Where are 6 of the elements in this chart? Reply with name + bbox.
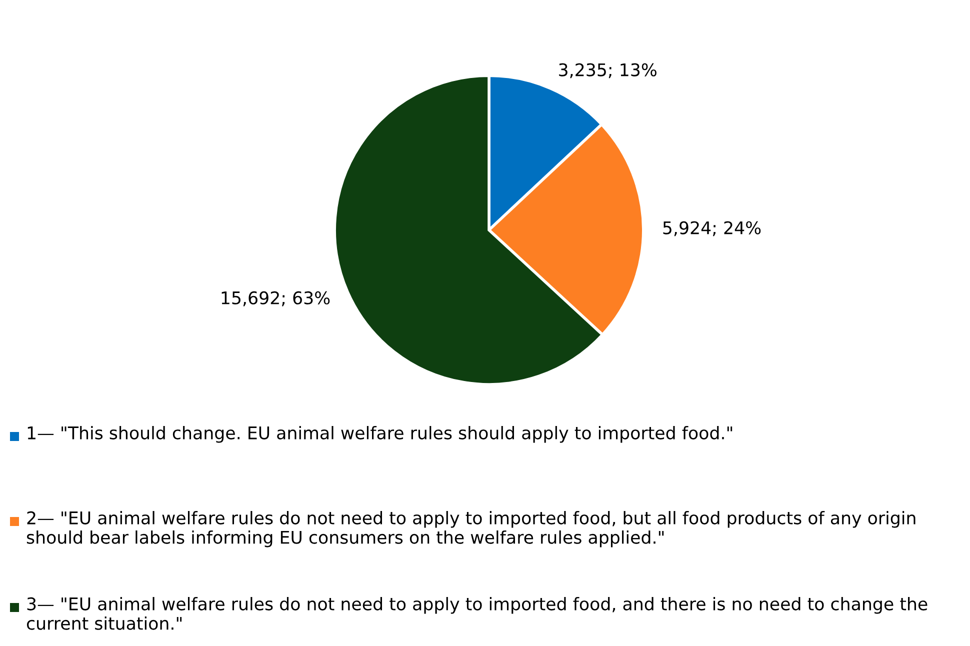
data-label: 5,924; 24% xyxy=(663,221,761,236)
data-label: 15,692; 63% xyxy=(222,291,330,306)
legend-label: 2— "EU animal welfare rules do not need to apply to imported food, but all food products of any origin should bear labels informing EU consumers on the welfare rules applied." xyxy=(26,511,916,548)
legend-label: 1— "This should change. EU animal welfare rules should apply to imported food." xyxy=(28,426,732,443)
data-label: 3,235; 13% xyxy=(559,63,656,78)
legend-label: 3— "EU animal welfare rules do not need to apply to imported food, and there is no need to change the current situation." xyxy=(26,597,928,630)
